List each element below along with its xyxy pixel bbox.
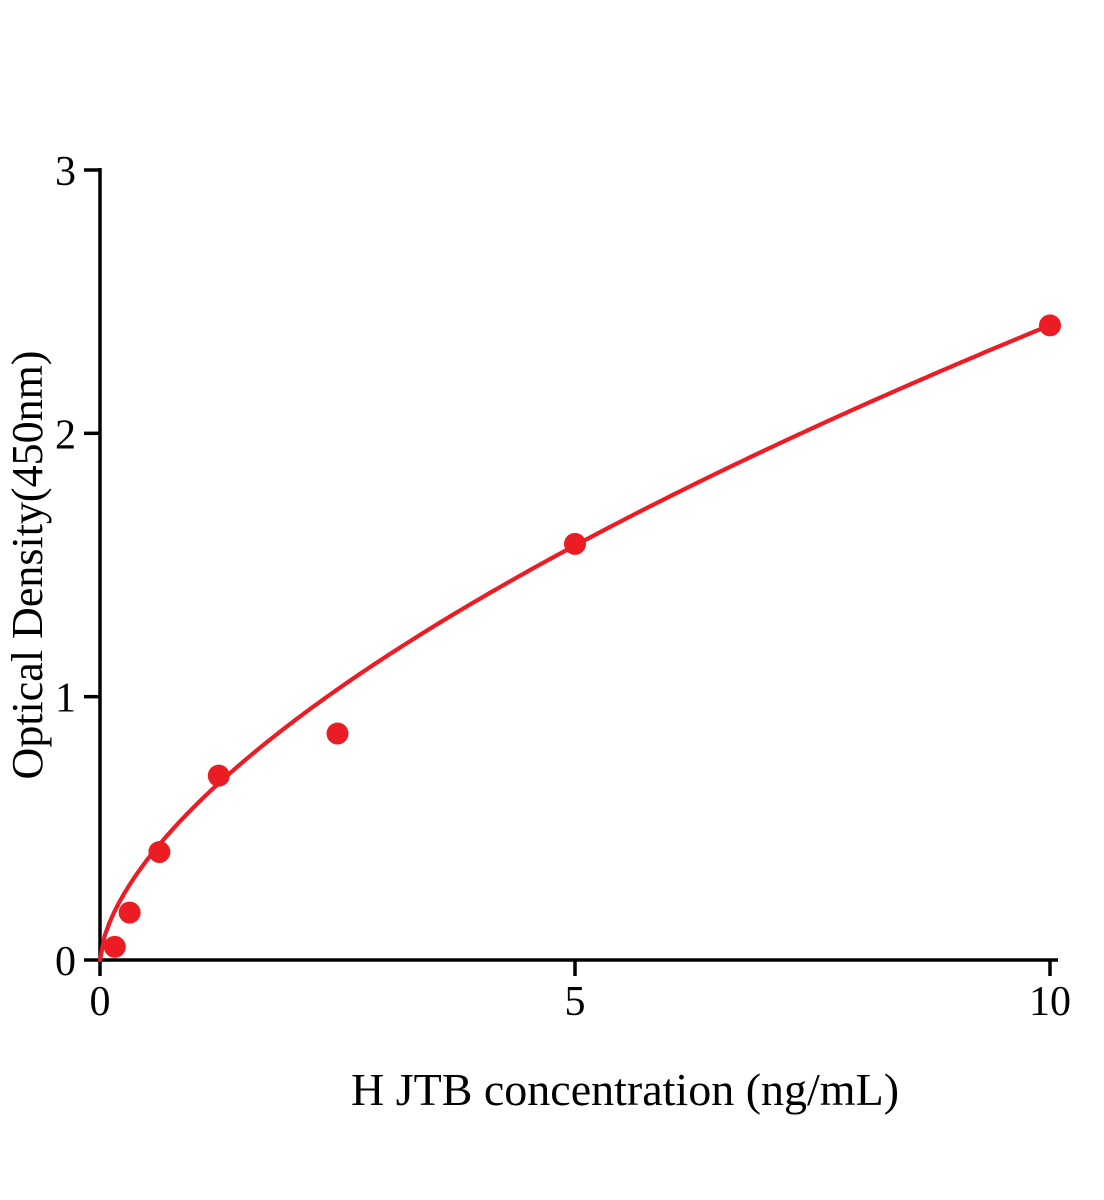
plot-area (97, 314, 1061, 963)
data-point (1039, 314, 1061, 337)
data-point (207, 764, 230, 787)
y-tick-label: 3 (55, 149, 76, 195)
y-tick-label: 0 (55, 939, 76, 985)
data-point (326, 722, 349, 745)
axes: 0 1 2 3 0 5 10 (55, 149, 1071, 1025)
y-tick-label: 2 (55, 412, 76, 458)
data-point (148, 841, 171, 864)
data-point (103, 935, 126, 958)
x-tick-label: 0 (90, 979, 111, 1025)
y-tick-label: 1 (55, 676, 76, 722)
x-axis-label: H JTB concentration (ng/mL) (351, 1064, 899, 1115)
fit-curve (97, 323, 1053, 963)
data-point (564, 532, 586, 555)
x-tick-label: 5 (565, 979, 586, 1025)
data-point (118, 901, 141, 924)
y-axis-label: Optical Density(450nm) (3, 351, 52, 780)
x-tick-label: 10 (1029, 979, 1071, 1025)
